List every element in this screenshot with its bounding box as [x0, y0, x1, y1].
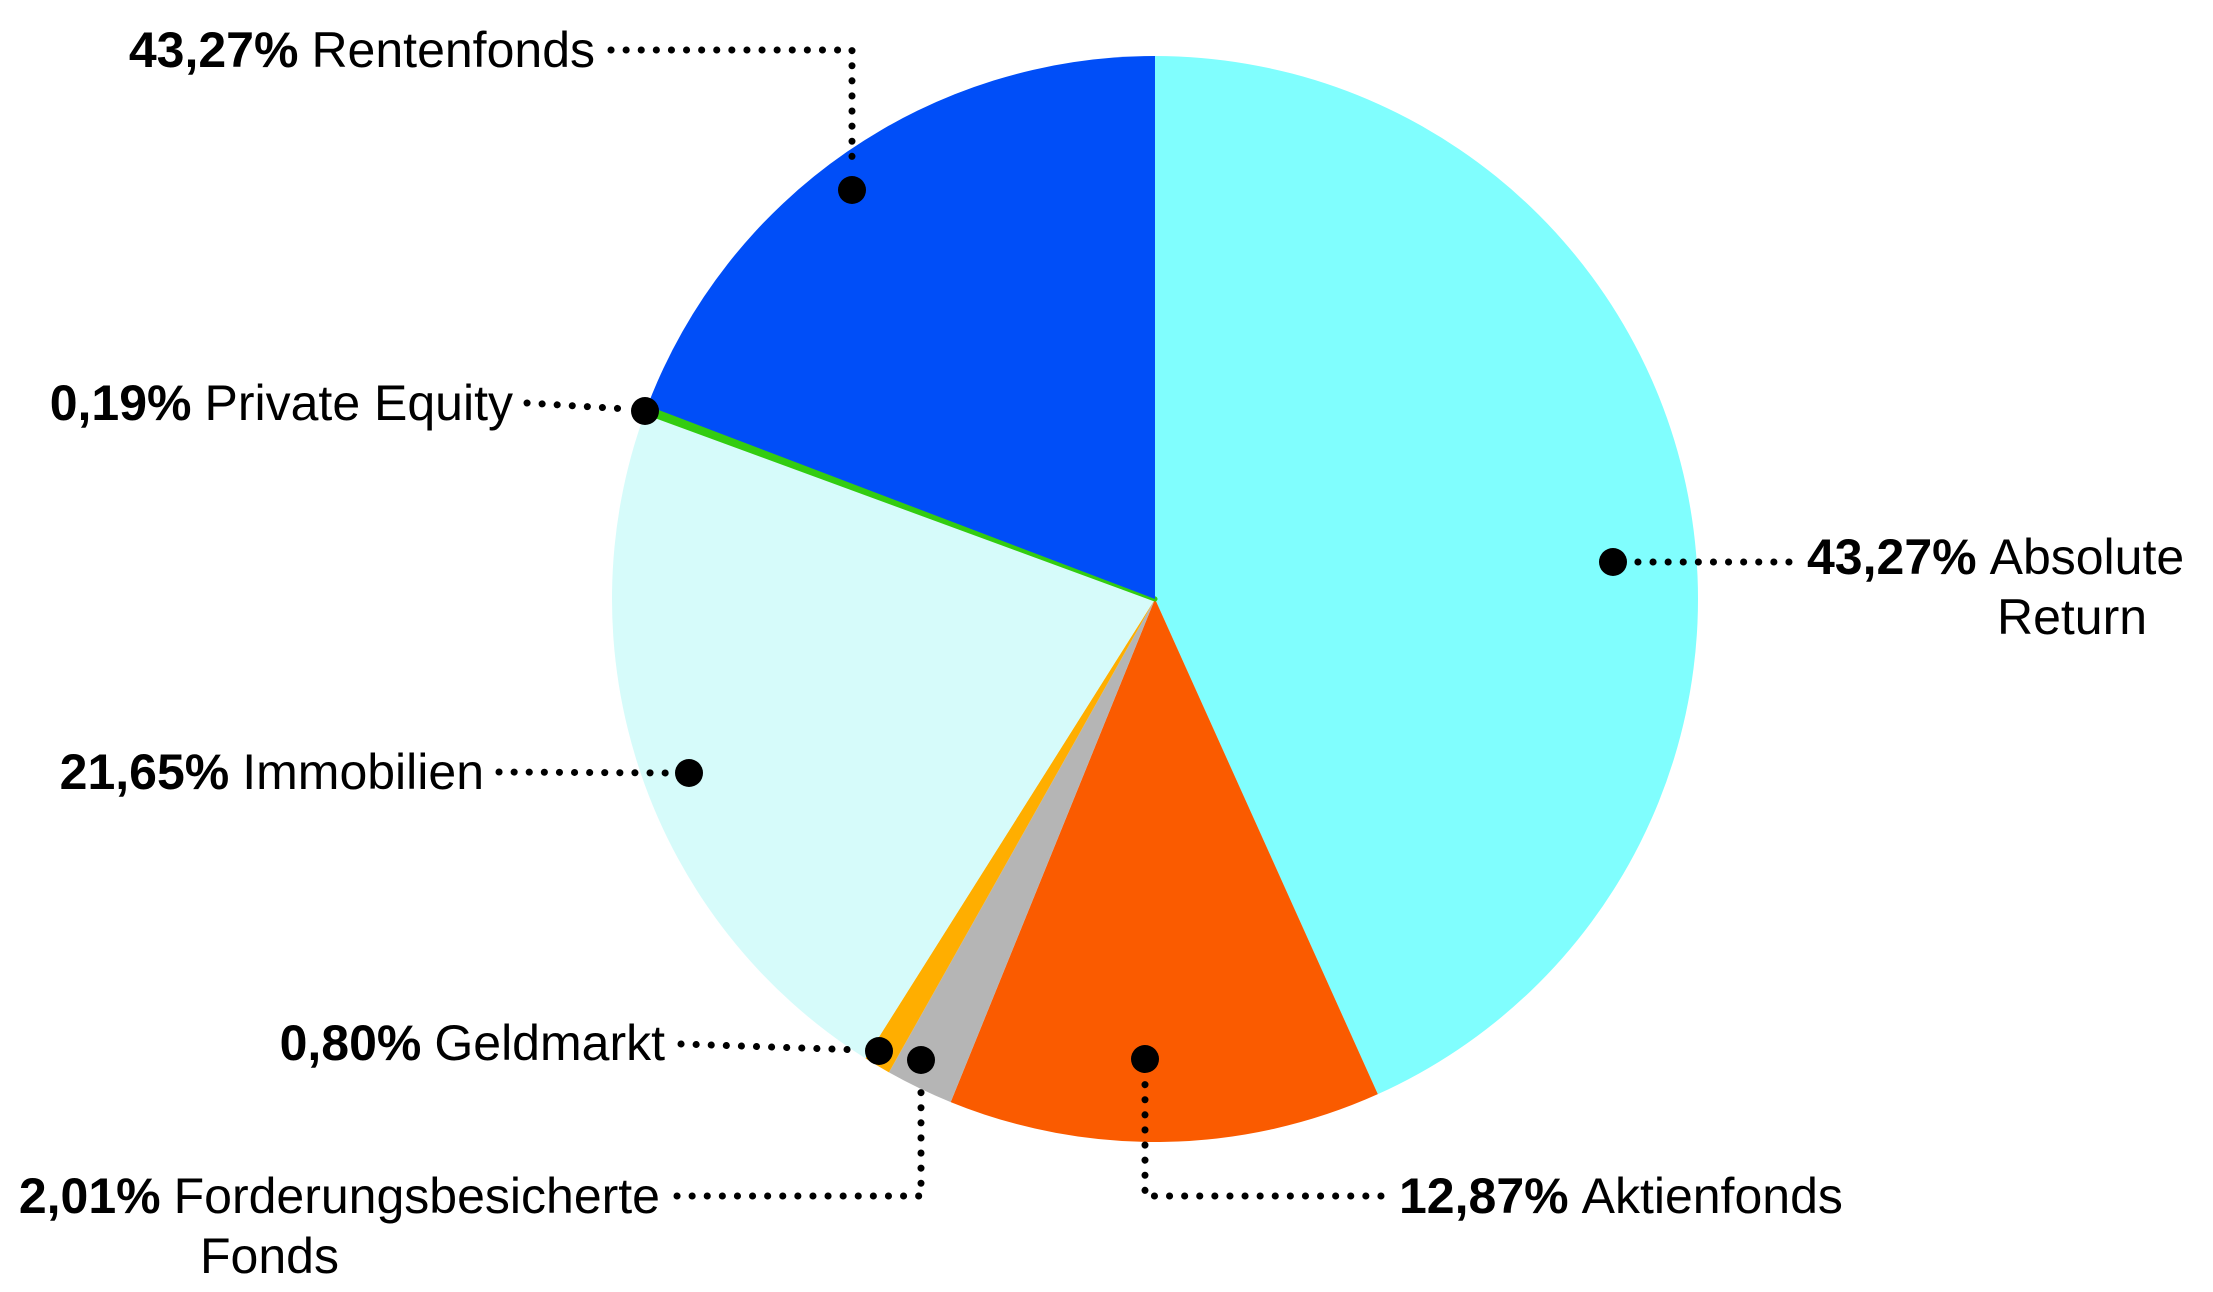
pie-slice-absolute-return — [1155, 56, 1698, 1095]
label-absolute-return-name-line2: Return — [1997, 589, 2148, 645]
label-private-equity-percent: 0,19% — [49, 375, 192, 431]
leader-line-private-equity — [523, 399, 631, 413]
pie-slice-rentenfonds — [647, 56, 1155, 599]
label-rentenfonds: 43,27% Rentenfonds — [129, 20, 595, 80]
label-absolute-return-name: Absolute — [1989, 529, 2185, 585]
leader-line-immobilien — [495, 768, 675, 777]
label-immobilien: 21,65% Immobilien — [60, 742, 484, 802]
pie-slice-forderungsbesicherte-fonds — [888, 599, 1155, 1103]
pie-slice-geldmarkt — [865, 599, 1155, 1073]
leader-line-forderungsbesicherte-fonds — [673, 1075, 925, 1200]
label-absolute-return-line2: Return — [1997, 587, 2147, 647]
label-geldmarkt: 0,80% Geldmarkt — [280, 1013, 665, 1073]
label-aktienfonds-percent: 12,87% — [1399, 1168, 1569, 1224]
label-private-equity-name: Private Equity — [204, 375, 513, 431]
label-forderungsbesicherte-percent: 2,01% — [18, 1168, 161, 1224]
label-geldmarkt-percent: 0,80% — [279, 1015, 422, 1071]
leader-line-geldmarkt — [677, 1040, 865, 1054]
leader-line-aktienfonds — [1141, 1075, 1385, 1200]
marker-dot-geldmarkt — [865, 1037, 893, 1065]
marker-dot-rentenfonds — [838, 176, 866, 204]
marker-dot-private-equity — [631, 397, 659, 425]
label-aktienfonds-name: Aktienfonds — [1581, 1168, 1843, 1224]
marker-dot-forderungsbesicherte-fonds — [907, 1046, 935, 1074]
label-absolute-return-line1: 43,27% Absolute — [1807, 527, 2184, 587]
label-geldmarkt-name: Geldmarkt — [434, 1015, 665, 1071]
marker-dot-immobilien — [675, 759, 703, 787]
marker-dot-aktienfonds — [1131, 1045, 1159, 1073]
label-forderungsbesicherte-name-line2: Fonds — [200, 1228, 339, 1284]
label-immobilien-name: Immobilien — [242, 744, 484, 800]
leader-line-rentenfonds — [607, 46, 856, 175]
label-absolute-return-percent: 43,27% — [1807, 529, 1977, 585]
marker-dot-absolute-return — [1599, 548, 1627, 576]
pie-slice-aktienfonds — [950, 599, 1378, 1142]
label-forderungsbesicherte-name: Forderungsbesicherte — [173, 1168, 660, 1224]
label-immobilien-percent: 21,65% — [59, 744, 230, 800]
label-forderungsbesicherte-line2: Fonds — [200, 1226, 339, 1286]
label-rentenfonds-name: Rentenfonds — [311, 22, 595, 78]
label-rentenfonds-percent: 43,27% — [128, 22, 299, 78]
label-private-equity: 0,19% Private Equity — [50, 373, 513, 433]
pie-slice-immobilien — [612, 411, 1155, 1059]
label-aktienfonds: 12,87% Aktienfonds — [1399, 1166, 1843, 1226]
label-forderungsbesicherte-line1: 2,01% Forderungsbesicherte — [19, 1166, 660, 1226]
